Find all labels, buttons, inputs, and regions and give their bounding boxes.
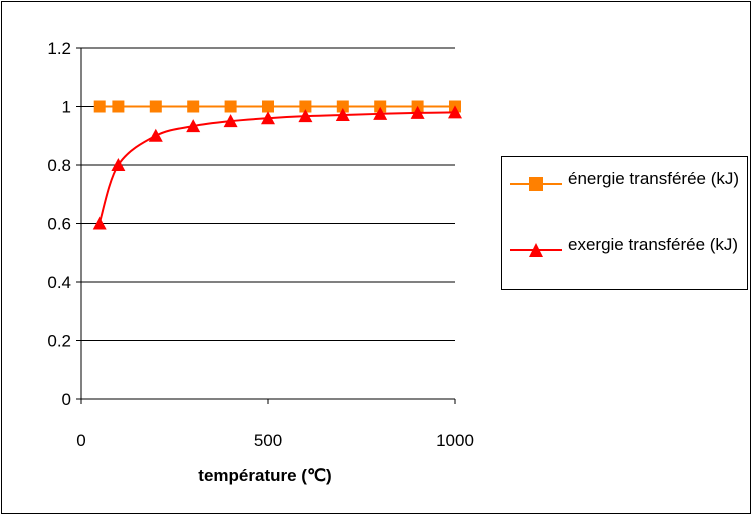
y-tick-label: 0.8 [47, 156, 71, 175]
square-data-point [262, 100, 274, 113]
square-data-point [224, 100, 237, 113]
triangle-data-point [92, 216, 107, 230]
x-tick-label: 1000 [436, 431, 474, 450]
triangle-data-point [448, 105, 462, 119]
square-data-point [299, 100, 312, 113]
series-line-1 [98, 111, 456, 224]
y-tick-label: 1.2 [47, 39, 71, 58]
y-tick-label: 0 [62, 390, 71, 409]
y-tick-label: 0.2 [47, 332, 71, 351]
y-tick-label: 1 [62, 98, 71, 117]
triangle-marker-icon [510, 243, 562, 257]
square-data-point [374, 100, 387, 113]
legend-label-energie: énergie transférée (kJ) [568, 169, 740, 188]
triangle-data-point [186, 119, 201, 133]
x-axis-label: température (℃) [198, 466, 331, 485]
square-data-point [93, 100, 106, 113]
triangle-data-point [261, 111, 275, 125]
x-tick-label: 0 [76, 431, 85, 450]
triangle-data-point [111, 158, 126, 171]
triangle-data-point [298, 109, 313, 123]
triangle-data-point [223, 114, 238, 128]
square-data-point [187, 100, 200, 113]
legend: énergie transférée (kJ) exergie transfér… [501, 156, 748, 290]
x-tick-label: 500 [254, 431, 282, 450]
square-marker-icon [510, 177, 562, 191]
legend-label-exergie: exergie transférée (kJ) [568, 235, 739, 254]
triangle-data-point [373, 106, 388, 120]
triangle-data-point [148, 128, 163, 142]
triangle-data-point [335, 107, 350, 121]
y-tick-label: 0.6 [47, 215, 71, 234]
triangle-data-point [410, 105, 425, 119]
y-tick-label: 0.4 [47, 273, 71, 292]
square-data-point [336, 100, 349, 113]
square-data-point [112, 100, 125, 113]
square-data-point [149, 100, 162, 113]
